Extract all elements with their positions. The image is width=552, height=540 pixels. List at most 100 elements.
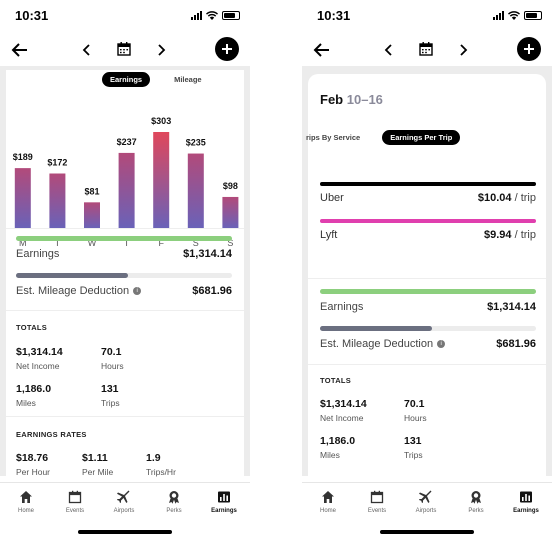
bar-3[interactable]	[118, 152, 135, 228]
bar-0[interactable]	[14, 168, 31, 228]
miles-stat: 1,186.0 Miles	[320, 435, 355, 460]
bar-1[interactable]	[49, 173, 66, 228]
tab-perks-label: Perks	[468, 508, 484, 514]
bottom-tab-bar: Home Events Airports Perks Earnings	[0, 482, 250, 540]
back-arrow-icon[interactable]	[10, 40, 30, 60]
bar-value-label: $235	[186, 138, 206, 148]
home-indicator	[78, 530, 172, 534]
bar-2[interactable]	[84, 202, 100, 228]
earnings-metric: Earnings $1,314.14	[16, 236, 232, 260]
plane-icon	[419, 490, 432, 503]
hours-stat: 70.1 Hours	[404, 398, 427, 423]
tab-airports-label: Airports	[113, 508, 135, 514]
trips-stat: 131 Trips	[404, 435, 423, 460]
earnings-progress-track	[16, 236, 232, 241]
earnings-per-trip-toggle-button[interactable]: Earnings Per Trip	[382, 130, 461, 145]
mileage-deduction-metric: Est. Mileage Deduction i $681.96	[320, 326, 536, 350]
plus-icon	[222, 44, 232, 54]
tab-airports[interactable]: Airports	[104, 490, 144, 514]
divider	[308, 364, 546, 365]
per-hour-value: $18.76	[16, 452, 49, 464]
per-mile-value: $1.11	[82, 452, 108, 464]
totals-heading: TOTALS	[320, 376, 352, 385]
uber-service-row: Uber $10.04 / trip	[320, 182, 536, 204]
day-tick-label: T	[55, 238, 61, 248]
earnings-chart-icon	[520, 491, 532, 503]
previous-week-chevron-icon[interactable]	[382, 42, 396, 58]
battery-icon	[524, 11, 542, 20]
hours-label: Hours	[404, 413, 427, 423]
net-income-stat: $1,314.14 Net Income	[320, 398, 367, 423]
tab-home-label: Home	[319, 508, 336, 514]
bar-6[interactable]	[222, 196, 239, 228]
net-income-value: $1,314.14	[16, 346, 63, 358]
week-month: Feb	[320, 92, 344, 107]
mileage-progress-fill	[320, 326, 433, 331]
mileage-deduction-metric: Est. Mileage Deduction i $681.96	[16, 273, 232, 297]
per-mile-label: Per Mile	[82, 467, 114, 477]
tab-perks[interactable]: Perks	[456, 490, 496, 514]
plane-icon	[117, 490, 130, 503]
calendar-icon[interactable]	[418, 41, 434, 57]
info-icon[interactable]: i	[133, 287, 142, 296]
bar-4[interactable]	[153, 132, 170, 228]
lyft-bar	[320, 219, 536, 223]
weekly-earnings-bar-chart: $189 M $172 T $81 W $237 T $303 F $235 S $98 S	[13, 116, 239, 248]
add-button[interactable]	[517, 37, 541, 61]
earnings-progress-track	[320, 289, 536, 294]
chart-mode-toggle: Earnings Mileage	[102, 72, 210, 87]
add-button[interactable]	[215, 37, 239, 61]
tab-earnings[interactable]: Earnings	[204, 490, 244, 514]
earnings-progress-fill	[320, 289, 536, 294]
tab-home[interactable]: Home	[6, 490, 46, 514]
divider	[6, 416, 244, 417]
day-tick-label: S	[227, 238, 233, 248]
day-tick-label: W	[88, 238, 97, 248]
earnings-rates-heading: EARNINGS RATES	[16, 430, 87, 439]
calendar-icon	[68, 490, 82, 504]
tab-events[interactable]: Events	[357, 490, 397, 514]
trips-by-service-toggle-button[interactable]: rips By Service	[306, 133, 361, 142]
tab-earnings[interactable]: Earnings	[506, 490, 546, 514]
trips-label: Trips	[101, 398, 120, 408]
next-week-chevron-icon[interactable]	[456, 42, 470, 58]
mileage-toggle-button[interactable]: Mileage	[174, 75, 202, 84]
miles-stat: 1,186.0 Miles	[16, 383, 51, 408]
top-navigation	[0, 36, 250, 64]
day-tick-label: F	[158, 238, 164, 248]
hours-label: Hours	[101, 361, 124, 371]
divider	[308, 278, 546, 279]
net-income-label: Net Income	[16, 361, 60, 371]
bar-value-label: $189	[13, 152, 33, 162]
wifi-icon	[206, 11, 218, 20]
calendar-icon[interactable]	[116, 41, 132, 57]
trips-label: Trips	[404, 450, 423, 460]
lyft-service-row: Lyft $9.94 / trip	[320, 219, 536, 241]
mileage-value: $681.96	[192, 285, 232, 297]
tab-home[interactable]: Home	[308, 490, 348, 514]
next-week-chevron-icon[interactable]	[154, 42, 168, 58]
plus-icon	[524, 44, 534, 54]
tab-perks[interactable]: Perks	[154, 490, 194, 514]
tab-events-label: Events	[65, 508, 85, 514]
info-icon[interactable]: i	[437, 340, 446, 349]
miles-label: Miles	[16, 398, 36, 408]
bar-value-label: $303	[151, 116, 171, 126]
status-bar: 10:31	[302, 8, 552, 24]
tab-events[interactable]: Events	[55, 490, 95, 514]
badge-icon	[169, 491, 179, 504]
day-tick-label: S	[193, 238, 199, 248]
tab-airports[interactable]: Airports	[406, 490, 446, 514]
bar-5[interactable]	[187, 153, 204, 228]
home-icon	[322, 491, 334, 503]
earnings-value: $1,314.14	[487, 301, 536, 313]
trips-value: 131	[404, 435, 422, 447]
status-icons	[191, 11, 240, 20]
earnings-toggle-button[interactable]: Earnings	[102, 72, 151, 87]
mileage-progress-track	[16, 273, 232, 278]
back-arrow-icon[interactable]	[312, 40, 332, 60]
cellular-signal-icon	[191, 11, 202, 20]
earnings-label: Earnings	[16, 248, 60, 260]
previous-week-chevron-icon[interactable]	[80, 42, 94, 58]
status-bar: 10:31	[0, 8, 250, 24]
